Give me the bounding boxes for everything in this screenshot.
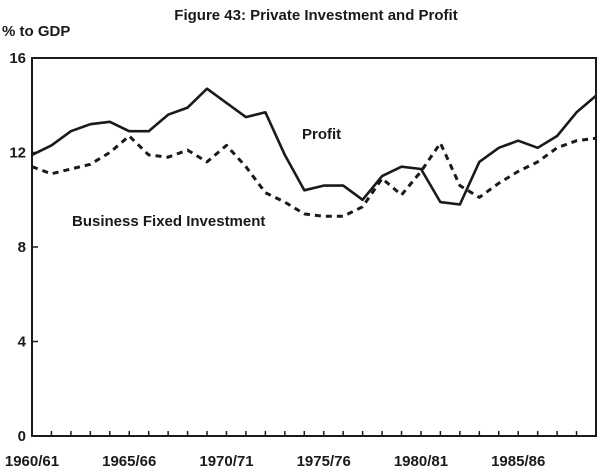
- y-tick-label: 8: [18, 239, 26, 256]
- y-tick-label: 4: [18, 334, 27, 351]
- series-line-investment: [31, 134, 597, 218]
- y-axis: 0 4 8 12 16: [9, 50, 38, 445]
- y-tick-label: 0: [18, 428, 26, 445]
- x-tick-label: 1975/76: [297, 453, 351, 470]
- x-tick-label: 1985/86: [491, 453, 545, 470]
- x-axis: 1960/61 1965/66 1970/71 1975/76 1980/81 1985/…: [5, 431, 597, 470]
- y-tick-label: 12: [9, 145, 26, 162]
- y-tick-label: 16: [9, 50, 26, 67]
- profit-annotation: Profit: [302, 126, 341, 143]
- y-axis-unit-label: % to GDP: [2, 23, 70, 40]
- series-line-profit: [31, 87, 597, 206]
- x-tick-label: 1960/61: [5, 453, 59, 470]
- plot-frame: [31, 57, 597, 437]
- x-tick-label: 1965/66: [102, 453, 156, 470]
- x-tick-label: 1970/71: [199, 453, 253, 470]
- chart-title: Figure 43: Private Investment and Profit: [174, 7, 457, 24]
- series-layer: [31, 87, 597, 218]
- investment-annotation: Business Fixed Investment: [72, 213, 265, 230]
- x-tick-label: 1980/81: [394, 453, 448, 470]
